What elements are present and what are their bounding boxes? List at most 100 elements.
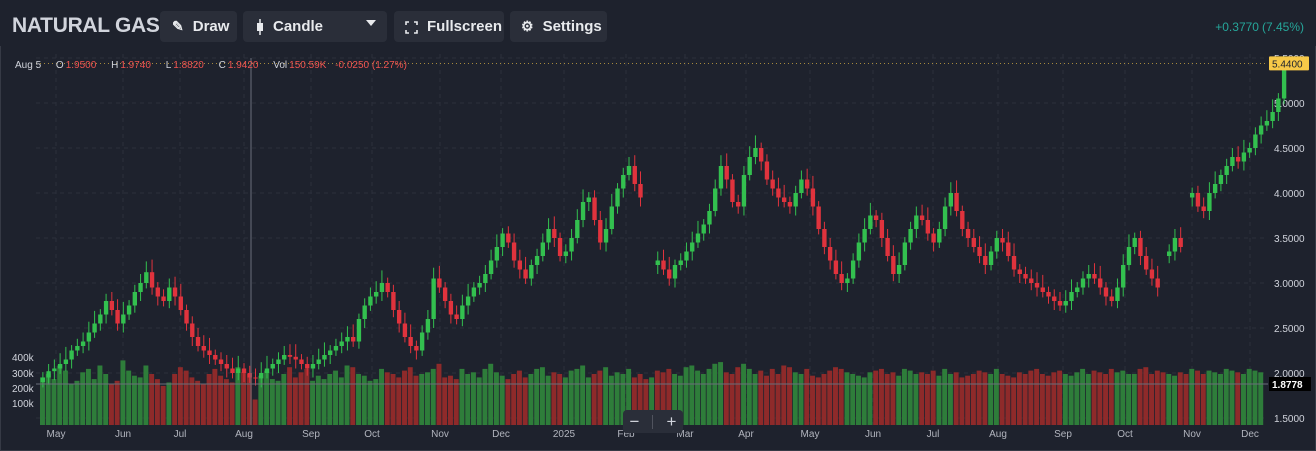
candle-body xyxy=(362,305,367,319)
y-tick-label: 2.5000 xyxy=(1274,324,1305,335)
volume-bar xyxy=(970,374,976,425)
candle-body xyxy=(902,242,908,265)
volume-bar xyxy=(126,370,132,425)
volume-bar xyxy=(1195,370,1200,425)
candle-body xyxy=(63,359,69,364)
candle-body xyxy=(810,188,816,207)
volume-bar xyxy=(551,372,557,425)
volume-bar xyxy=(884,374,890,425)
volume-bar xyxy=(827,370,833,425)
candle-body xyxy=(1011,256,1017,270)
candle-body xyxy=(758,148,764,162)
x-tick-label: Jun xyxy=(115,429,131,440)
fullscreen-button[interactable]: Fullscreen xyxy=(394,11,504,42)
candle-body xyxy=(661,260,666,270)
candle-body xyxy=(448,301,454,315)
candle-body xyxy=(764,161,770,180)
candle-body xyxy=(282,355,287,360)
candle-body xyxy=(1178,238,1183,247)
candle-body xyxy=(724,166,729,180)
candle-body xyxy=(873,215,879,220)
volume-bar xyxy=(51,379,57,425)
zoom-in-button[interactable]: + xyxy=(666,412,677,431)
chart-type-dropdown[interactable]: Candle xyxy=(243,11,387,42)
volume-bar xyxy=(281,374,287,425)
candle-body xyxy=(1166,251,1172,256)
candle-body xyxy=(494,247,500,261)
candle-body xyxy=(598,220,603,243)
candle-body xyxy=(230,368,235,373)
candle-body xyxy=(138,283,143,292)
volume-bar xyxy=(327,374,333,425)
volume-bar xyxy=(407,367,413,425)
candle-body xyxy=(224,364,229,369)
x-tick-label: Sep xyxy=(302,429,320,440)
volume-bar xyxy=(1045,375,1051,425)
volume-bar xyxy=(585,377,591,425)
candle-body xyxy=(891,256,896,274)
candle-body xyxy=(431,278,436,319)
volume-bar xyxy=(235,367,241,425)
volume-bar xyxy=(787,367,792,425)
volume-bar xyxy=(1108,368,1114,425)
volume-bar xyxy=(924,374,930,425)
volume-bar xyxy=(689,365,695,425)
candle-body xyxy=(86,332,92,342)
volume-bar xyxy=(166,382,172,425)
change-absolute: +0.3770 xyxy=(1215,20,1259,34)
draw-button[interactable]: ✎ Draw xyxy=(160,11,237,42)
zoom-out-button[interactable]: − xyxy=(629,412,640,431)
x-tick-label: Apr xyxy=(738,429,754,440)
candle-body xyxy=(1144,256,1149,270)
volume-bar xyxy=(706,368,712,425)
candle-body xyxy=(678,260,683,265)
candle-body xyxy=(741,175,747,207)
draw-label: Draw xyxy=(192,18,230,35)
legend-volume-value: 150.59K xyxy=(289,60,327,71)
y-tick-label: 4.5000 xyxy=(1274,144,1305,155)
candle-body xyxy=(287,355,293,357)
volume-bar xyxy=(729,374,735,425)
volume-bar xyxy=(1137,368,1143,425)
candle-body xyxy=(1258,125,1264,135)
candle-body xyxy=(339,341,344,346)
candle-body xyxy=(1149,269,1155,279)
candle-body xyxy=(954,193,959,211)
candle-body xyxy=(1023,274,1028,279)
volume-bar xyxy=(769,368,775,425)
candle-body xyxy=(293,356,298,360)
candle-body xyxy=(1029,278,1034,283)
candle-body xyxy=(350,337,356,342)
candle-body xyxy=(776,188,781,198)
volume-bar xyxy=(373,379,379,425)
volume-bar xyxy=(1131,374,1137,425)
candle-body xyxy=(730,179,735,202)
volume-bar xyxy=(930,370,936,425)
candle-body xyxy=(161,296,166,301)
volume-bar xyxy=(350,367,356,425)
volume-bar xyxy=(476,377,482,425)
candle-body xyxy=(781,197,787,202)
volume-bar xyxy=(901,368,907,425)
candle-body xyxy=(75,346,80,351)
volume-bar xyxy=(154,379,160,425)
volume-bar xyxy=(574,368,580,425)
candle-body xyxy=(98,314,103,324)
volume-bar xyxy=(482,368,488,425)
candle-body xyxy=(1138,238,1143,256)
volume-bar xyxy=(608,375,614,425)
candle-body xyxy=(1052,296,1057,301)
volume-bar xyxy=(1149,374,1155,425)
candle-body xyxy=(632,166,637,184)
volume-bar xyxy=(580,365,586,425)
settings-button[interactable]: ⚙ Settings xyxy=(510,11,607,42)
volume-bar xyxy=(103,374,109,425)
candle-body xyxy=(1172,238,1178,252)
volume-bar xyxy=(746,368,752,425)
volume-bar xyxy=(212,368,218,425)
candle-body xyxy=(1109,296,1114,301)
candle-body xyxy=(822,229,827,247)
volume-bar xyxy=(1200,374,1206,425)
volume-bar xyxy=(1080,368,1086,425)
